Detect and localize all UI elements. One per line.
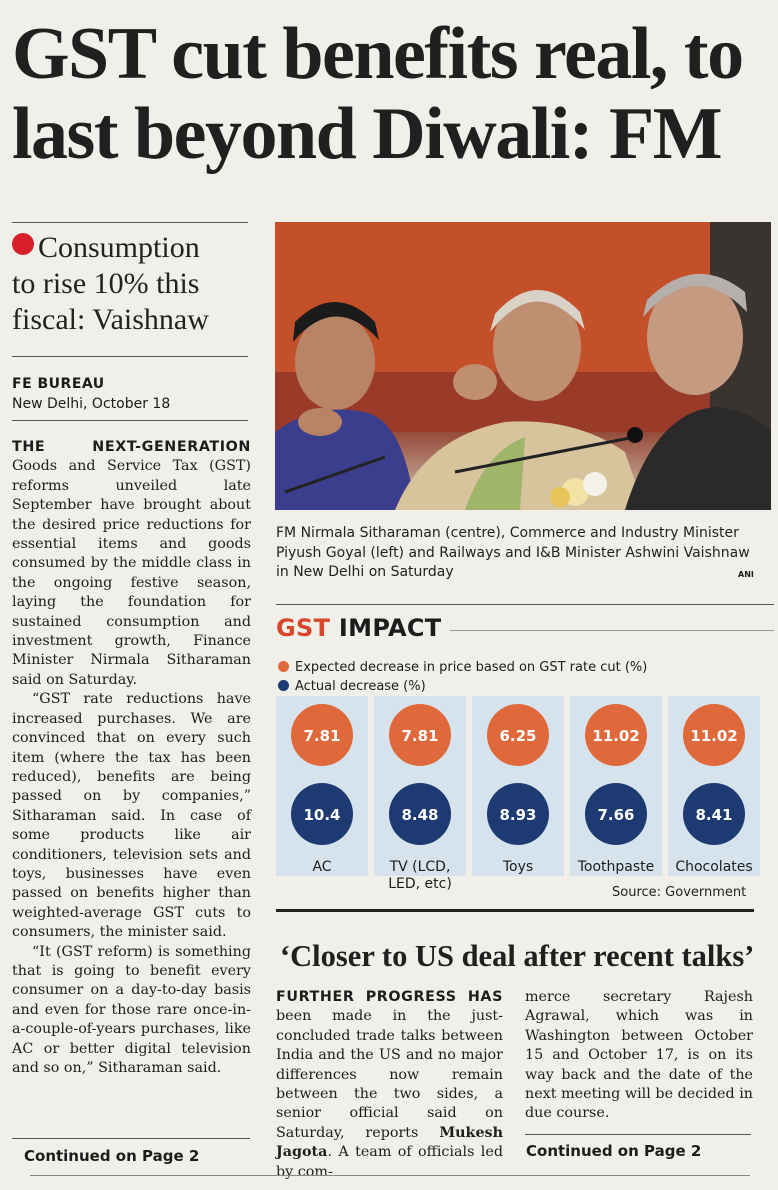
subheadline-line-2: to rise 10% this <box>12 267 200 300</box>
byline: FE BUREAU New Delhi, October 18 <box>12 374 252 414</box>
expected-value-label: 7.81 <box>303 727 340 745</box>
actual-value-label: 10.4 <box>303 806 340 824</box>
actual-value-circle <box>487 783 549 845</box>
photo-caption: FM Nirmala Sitharaman (centre), Commerce… <box>276 525 750 580</box>
press-conference-photo <box>275 222 771 510</box>
divider <box>12 356 248 357</box>
byline-dateline: New Delhi, October 18 <box>12 396 171 412</box>
story2-reporter: Mukesh Jagota <box>276 1124 503 1161</box>
expected-value-label: 11.02 <box>592 727 639 745</box>
chart-source: Source: Government <box>612 885 747 900</box>
divider <box>30 1175 750 1176</box>
expected-value-circle <box>487 704 549 766</box>
gst-impact-chart: 7.81 10.4 AC 7.81 8.48 TV (LCD,LED, etc) 6.25 8… <box>276 696 760 892</box>
article-paragraph-1: Goods and Service Tax (GST) reforms unve… <box>12 458 251 688</box>
legend-label-actual: Actual decrease (%) <box>295 679 426 694</box>
divider <box>450 630 774 631</box>
article-paragraph-3: “It (GST reform) is something that is go… <box>12 943 251 1076</box>
divider <box>12 420 248 421</box>
category-label: TV (LCD, <box>389 859 451 875</box>
divider-thick <box>276 909 754 912</box>
photo-credit: ANI <box>738 570 754 579</box>
story2-headline: ‘Closer to US deal after recent talks’ <box>280 939 755 973</box>
expected-value-label: 11.02 <box>690 727 737 745</box>
category-label: Chocolates <box>675 859 752 875</box>
legend-label-expected: Expected decrease in price based on GST … <box>295 660 648 675</box>
category-label: LED, etc) <box>388 876 452 892</box>
actual-value-circle <box>291 783 353 845</box>
category-label: Toothpaste <box>577 859 655 875</box>
expected-value-label: 7.81 <box>401 727 438 745</box>
divider <box>525 1134 751 1135</box>
actual-value-label: 7.66 <box>597 806 634 824</box>
expected-value-circle <box>585 704 647 766</box>
story2-column-1: FURTHER PROGRESS HAS been made in the ju… <box>276 988 503 1182</box>
category-label: AC <box>312 859 331 875</box>
headline-line-1: GST cut benefits real, to <box>12 13 744 95</box>
story2-text-3: merce secretary Rajesh Agrawal, which wa… <box>525 989 753 1122</box>
actual-value-circle <box>585 783 647 845</box>
expected-value-circle <box>389 704 451 766</box>
legend-item-actual: Actual decrease (%) <box>278 677 647 696</box>
story2-lead-caps: FURTHER PROGRESS HAS <box>276 989 503 1005</box>
article-body: THE NEXT-GENERATION Goods and Service Ta… <box>12 438 251 1078</box>
story2-continued-link[interactable]: Continued on Page 2 <box>526 1142 702 1160</box>
legend-dot-expected-icon <box>278 661 289 672</box>
legend-item-expected: Expected decrease in price based on GST … <box>278 658 647 677</box>
expected-value-label: 6.25 <box>499 727 536 745</box>
divider <box>276 604 774 605</box>
continued-link[interactable]: Continued on Page 2 <box>24 1147 200 1165</box>
actual-value-label: 8.48 <box>401 806 438 824</box>
story2-text-1: been made in the just-concluded trade ta… <box>276 1008 503 1141</box>
subheadline: Consumption to rise 10% this fiscal: Vai… <box>12 230 250 338</box>
chart-title-gst: GST <box>276 614 331 642</box>
legend-dot-actual-icon <box>278 680 289 691</box>
divider <box>12 1138 250 1139</box>
photo-illustration <box>275 222 771 510</box>
category-label: Toys <box>502 859 533 875</box>
expected-value-circle <box>291 704 353 766</box>
chart-legend: Expected decrease in price based on GST … <box>278 658 647 696</box>
actual-value-circle <box>389 783 451 845</box>
divider <box>12 222 248 223</box>
article-lead-caps: THE NEXT-GENERATION <box>12 439 251 455</box>
actual-value-circle <box>683 783 745 845</box>
subheadline-line-3: fiscal: Vaishnaw <box>12 303 209 336</box>
actual-value-label: 8.41 <box>695 806 732 824</box>
bullet-dot-icon <box>12 233 34 255</box>
actual-value-label: 8.93 <box>499 806 536 824</box>
main-headline: GST cut benefits real, to last beyond Di… <box>12 14 772 174</box>
subheadline-line-1: Consumption <box>38 231 200 264</box>
chart-title: GST IMPACT <box>276 614 441 642</box>
expected-value-circle <box>683 704 745 766</box>
article-paragraph-2: “GST rate reductions have increased purc… <box>12 691 251 941</box>
chart-title-impact: IMPACT <box>338 614 442 642</box>
byline-agency: FE BUREAU <box>12 376 105 392</box>
story2-column-2: merce secretary Rajesh Agrawal, which wa… <box>525 988 753 1124</box>
headline-line-2: last beyond Diwali: FM <box>12 93 723 175</box>
